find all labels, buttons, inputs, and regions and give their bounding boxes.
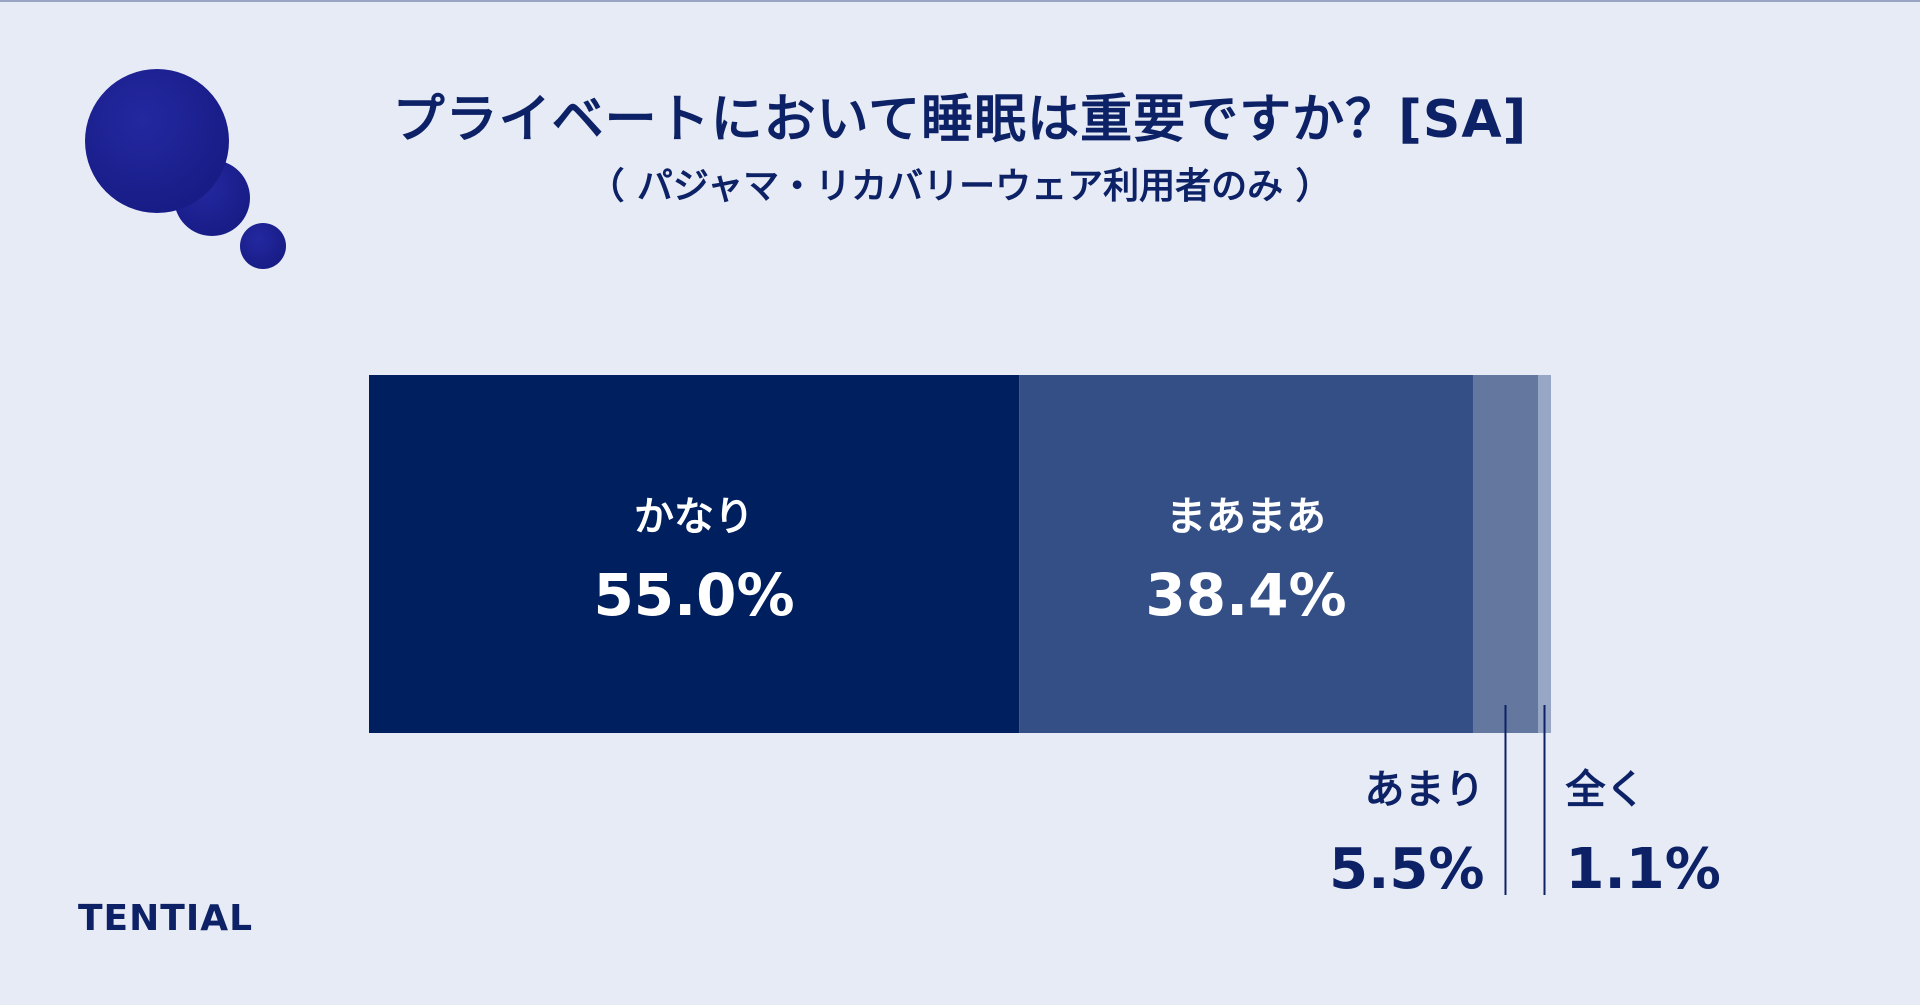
top-divider bbox=[0, 0, 1920, 2]
segment-4-value: 1.1% bbox=[1565, 837, 1720, 902]
segment-4-label: 全く bbox=[1564, 767, 1645, 813]
thought-bubbles-icon bbox=[85, 69, 286, 269]
bar-segment-2 bbox=[1019, 375, 1473, 733]
chart-subtitle: （ パジャマ・リカバリーウェア利用者のみ ） bbox=[588, 166, 1332, 207]
segment-1-value: 55.0% bbox=[593, 561, 794, 629]
chart-title: プライベートにおいて睡眠は重要ですか？[SA] bbox=[392, 90, 1528, 150]
header: プライベートにおいて睡眠は重要ですか？[SA] （ パジャマ・リカバリーウェア利… bbox=[0, 85, 1920, 211]
segment-2-label: まあまあ bbox=[1166, 494, 1326, 540]
segment-3-label: あまり bbox=[1364, 767, 1484, 813]
segment-2-value: 38.4% bbox=[1145, 561, 1346, 629]
segment-3-value: 5.5% bbox=[1329, 837, 1484, 902]
bubble-small bbox=[240, 223, 286, 269]
bar-segment-3 bbox=[1472, 375, 1538, 733]
brand-logo: TENTIAL bbox=[78, 898, 254, 939]
segment-1-label: かなり bbox=[634, 494, 754, 540]
bubble-large bbox=[85, 69, 229, 213]
bar-segment-1 bbox=[369, 375, 1020, 733]
bar-segment-4 bbox=[1537, 375, 1551, 733]
